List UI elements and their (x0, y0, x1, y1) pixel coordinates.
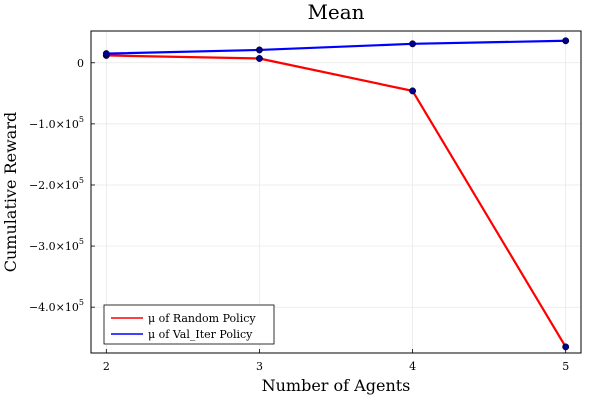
data-point-of-random-policy (255, 55, 263, 62)
series-line-of-val-iter-policy (106, 39, 566, 55)
x-tick-label: 2 (103, 360, 110, 373)
data-point-of-val-iter-policy (409, 40, 417, 48)
data-point-of-random-policy (409, 87, 417, 95)
data-point-of-random-policy (562, 343, 570, 351)
x-axis-label: Number of Agents (262, 376, 411, 395)
legend-box (103, 304, 275, 345)
y-axis-ticks: 0 −1.0×105 −2.0×105 −3.0×105 −4.0×105 (29, 57, 95, 314)
series-layer (102, 37, 570, 351)
y-tick-label: −2.0×105 (29, 176, 84, 192)
grid (91, 31, 581, 353)
legend: μ of Random Policy μ of Val_Iter Policy (103, 304, 275, 345)
x-tick-label: 3 (256, 360, 263, 373)
y-axis-label: Cumulative Reward (1, 112, 20, 272)
y-tick-label: −1.0×105 (29, 115, 84, 131)
chart-title: Mean (307, 0, 364, 24)
x-axis-ticks: 2 3 4 5 (103, 349, 569, 373)
legend-label-random-policy: μ of Random Policy (148, 312, 256, 325)
y-tick-label: −4.0×105 (29, 298, 84, 314)
data-point-of-val-iter-policy (255, 46, 263, 54)
series-line-of-random-policy (106, 54, 567, 348)
legend-label-val-iter-policy: μ of Val_Iter Policy (148, 328, 253, 341)
data-point-of-val-iter-policy (562, 37, 570, 45)
x-tick-label: 5 (562, 360, 569, 373)
y-tick-label: 0 (77, 57, 84, 70)
data-point-of-val-iter-policy (102, 50, 110, 58)
x-tick-label: 4 (409, 360, 416, 373)
plot-frame (90, 30, 582, 354)
y-tick-label: −3.0×105 (29, 237, 84, 253)
